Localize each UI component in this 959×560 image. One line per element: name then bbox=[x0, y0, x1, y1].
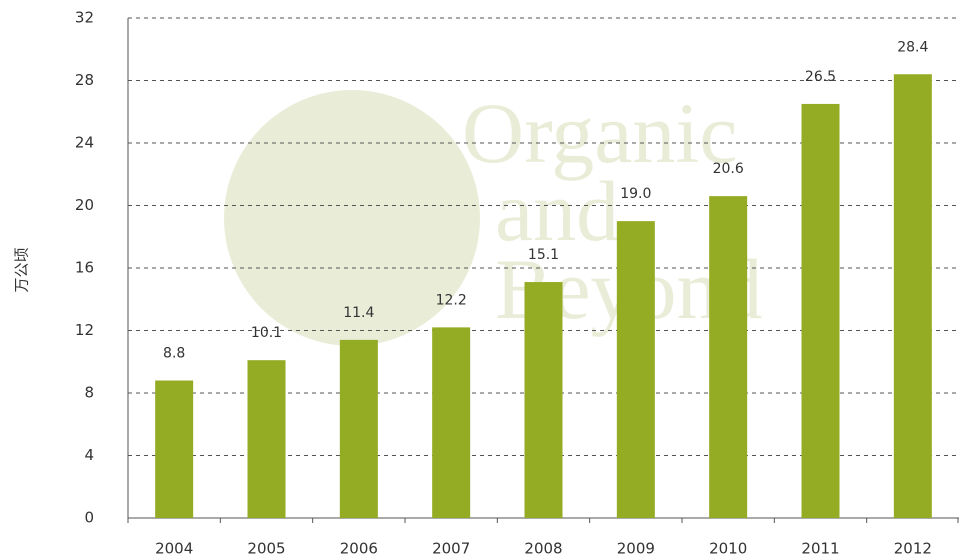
data-label: 10.1 bbox=[251, 325, 282, 341]
bar bbox=[893, 74, 932, 518]
data-label: 15.1 bbox=[528, 247, 559, 263]
watermark-logo bbox=[224, 90, 480, 346]
bar bbox=[247, 360, 286, 518]
bar bbox=[709, 196, 748, 518]
bar bbox=[524, 282, 563, 518]
bar bbox=[616, 221, 655, 518]
y-tick-label: 4 bbox=[84, 446, 94, 464]
y-tick-label: 28 bbox=[75, 71, 94, 89]
data-label: 26.5 bbox=[805, 69, 836, 85]
y-tick-label: 12 bbox=[75, 321, 94, 339]
y-tick-label: 16 bbox=[75, 259, 94, 277]
y-axis-label: 万公顷 bbox=[13, 247, 31, 292]
x-tick-label: 2005 bbox=[247, 540, 285, 558]
watermark: Organic and Beyond bbox=[224, 85, 763, 346]
data-label: 12.2 bbox=[436, 292, 467, 308]
bar bbox=[155, 380, 194, 518]
bar bbox=[339, 339, 378, 518]
y-tick-label: 32 bbox=[75, 9, 94, 27]
x-tick-label: 2006 bbox=[340, 540, 378, 558]
y-tick-label: 8 bbox=[84, 384, 94, 402]
bar bbox=[801, 103, 840, 518]
y-tick-label: 20 bbox=[75, 196, 94, 214]
watermark-text: and bbox=[495, 163, 619, 259]
x-tick-label: 2008 bbox=[524, 540, 562, 558]
data-label: 28.4 bbox=[897, 39, 928, 55]
x-tick-label: 2009 bbox=[617, 540, 655, 558]
bar bbox=[432, 327, 471, 518]
x-tick-label: 2007 bbox=[432, 540, 470, 558]
data-label: 19.0 bbox=[620, 186, 651, 202]
watermark-text: Organic bbox=[462, 85, 737, 181]
x-tick-label: 2012 bbox=[894, 540, 932, 558]
data-label: 8.8 bbox=[163, 346, 185, 362]
data-label: 20.6 bbox=[713, 161, 744, 177]
x-tick-label: 2010 bbox=[709, 540, 747, 558]
y-tick-label: 24 bbox=[75, 134, 94, 152]
x-tick-label: 2004 bbox=[155, 540, 193, 558]
data-label: 11.4 bbox=[343, 305, 374, 321]
y-tick-label: 0 bbox=[84, 509, 94, 527]
x-tick-label: 2011 bbox=[801, 540, 839, 558]
